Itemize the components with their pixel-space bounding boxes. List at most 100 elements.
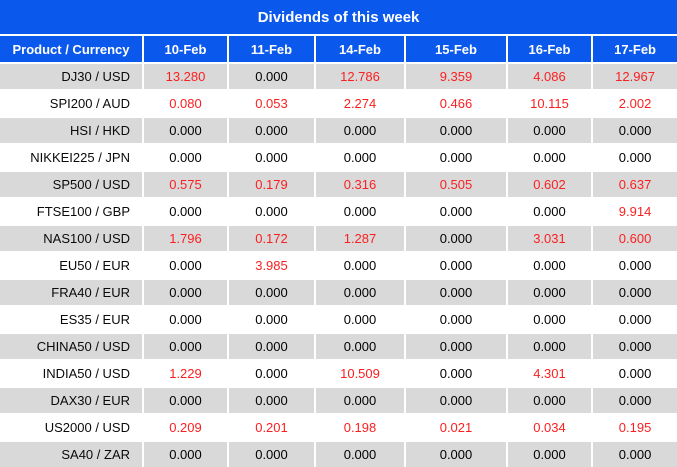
dividend-value-cell: 0.000 (144, 145, 227, 170)
dividend-value-cell: 0.000 (229, 442, 314, 467)
table-row: SA40 / ZAR 0.000 0.000 0.000 0.000 0.000 0.000 (0, 442, 677, 467)
table-row: SPI200 / AUD 0.080 0.053 2.274 0.466 10.115 2.… (0, 91, 677, 116)
table-row: HSI / HKD 0.000 0.000 0.000 0.000 0.000 0.000 (0, 118, 677, 143)
dividend-value-cell: 0.000 (316, 307, 404, 332)
column-header-15-feb: 15-Feb (406, 36, 506, 62)
header-row: Product / Currency 10-Feb 11-Feb 14-Feb … (0, 36, 677, 62)
dividend-value-cell: 0.198 (316, 415, 404, 440)
product-cell: SP500 / USD (0, 172, 142, 197)
dividend-value-cell: 3.985 (229, 253, 314, 278)
dividend-value-cell: 0.172 (229, 226, 314, 251)
table-body: DJ30 / USD 13.280 0.000 12.786 9.359 4.086 12.… (0, 64, 677, 467)
dividend-value-cell: 0.000 (593, 145, 677, 170)
dividend-value-cell: 0.201 (229, 415, 314, 440)
dividend-value-cell: 0.000 (508, 199, 591, 224)
dividend-value-cell: 0.000 (406, 253, 506, 278)
table-row: INDIA50 / USD 1.229 0.000 10.509 0.000 4.301 0… (0, 361, 677, 386)
dividend-value-cell: 0.000 (406, 442, 506, 467)
table-row: ES35 / EUR 0.000 0.000 0.000 0.000 0.000 0.000 (0, 307, 677, 332)
dividend-value-cell: 0.000 (229, 64, 314, 89)
dividend-value-cell: 1.287 (316, 226, 404, 251)
dividend-value-cell: 1.229 (144, 361, 227, 386)
product-cell: FRA40 / EUR (0, 280, 142, 305)
dividend-value-cell: 4.086 (508, 64, 591, 89)
dividend-value-cell: 0.000 (229, 199, 314, 224)
dividend-value-cell: 0.505 (406, 172, 506, 197)
dividend-value-cell: 0.000 (593, 280, 677, 305)
dividend-value-cell: 0.179 (229, 172, 314, 197)
dividend-value-cell: 0.000 (144, 388, 227, 413)
table-row: CHINA50 / USD 0.000 0.000 0.000 0.000 0.000 0.… (0, 334, 677, 359)
dividend-value-cell: 0.000 (316, 442, 404, 467)
dividend-value-cell: 0.000 (316, 334, 404, 359)
dividend-value-cell: 0.575 (144, 172, 227, 197)
dividend-value-cell: 0.000 (406, 361, 506, 386)
dividend-value-cell: 0.000 (229, 334, 314, 359)
product-cell: SPI200 / AUD (0, 91, 142, 116)
dividend-value-cell: 0.000 (406, 145, 506, 170)
dividend-value-cell: 0.000 (508, 442, 591, 467)
dividend-value-cell: 9.914 (593, 199, 677, 224)
dividend-value-cell: 0.000 (316, 199, 404, 224)
table-row: EU50 / EUR 0.000 3.985 0.000 0.000 0.000 0.000 (0, 253, 677, 278)
column-header-11-feb: 11-Feb (229, 36, 314, 62)
column-header-17-feb: 17-Feb (593, 36, 677, 62)
dividend-value-cell: 0.000 (508, 118, 591, 143)
dividend-value-cell: 0.000 (406, 334, 506, 359)
dividend-value-cell: 12.786 (316, 64, 404, 89)
dividend-value-cell: 0.000 (316, 253, 404, 278)
column-header-10-feb: 10-Feb (144, 36, 227, 62)
dividend-value-cell: 0.034 (508, 415, 591, 440)
dividend-value-cell: 0.000 (593, 307, 677, 332)
dividend-value-cell: 0.000 (229, 307, 314, 332)
dividend-value-cell: 0.000 (316, 280, 404, 305)
table-row: DAX30 / EUR 0.000 0.000 0.000 0.000 0.000 0.00… (0, 388, 677, 413)
dividend-value-cell: 0.000 (406, 199, 506, 224)
dividend-value-cell: 0.000 (593, 388, 677, 413)
dividend-value-cell: 0.021 (406, 415, 506, 440)
title-row: Dividends of this week (0, 0, 677, 34)
dividend-value-cell: 0.000 (144, 280, 227, 305)
product-cell: EU50 / EUR (0, 253, 142, 278)
dividend-value-cell: 0.000 (144, 253, 227, 278)
product-cell: NIKKEI225 / JPN (0, 145, 142, 170)
dividend-value-cell: 12.967 (593, 64, 677, 89)
column-header-product-currency: Product / Currency (0, 36, 142, 62)
dividend-value-cell: 0.000 (593, 118, 677, 143)
table-row: DJ30 / USD 13.280 0.000 12.786 9.359 4.086 12.… (0, 64, 677, 89)
column-header-16-feb: 16-Feb (508, 36, 591, 62)
dividend-value-cell: 0.316 (316, 172, 404, 197)
dividend-value-cell: 0.000 (593, 361, 677, 386)
table-row: US2000 / USD 0.209 0.201 0.198 0.021 0.034 0.1… (0, 415, 677, 440)
dividend-value-cell: 0.000 (406, 280, 506, 305)
dividend-value-cell: 0.000 (144, 307, 227, 332)
dividend-value-cell: 0.053 (229, 91, 314, 116)
dividend-value-cell: 10.115 (508, 91, 591, 116)
product-cell: NAS100 / USD (0, 226, 142, 251)
column-header-14-feb: 14-Feb (316, 36, 404, 62)
dividend-value-cell: 0.000 (144, 442, 227, 467)
dividend-value-cell: 0.000 (406, 226, 506, 251)
dividend-value-cell: 0.209 (144, 415, 227, 440)
dividend-value-cell: 0.080 (144, 91, 227, 116)
dividend-value-cell: 0.195 (593, 415, 677, 440)
dividend-value-cell: 0.000 (144, 199, 227, 224)
product-cell: US2000 / USD (0, 415, 142, 440)
dividend-value-cell: 0.602 (508, 172, 591, 197)
dividend-value-cell: 10.509 (316, 361, 404, 386)
dividend-value-cell: 2.002 (593, 91, 677, 116)
dividend-value-cell: 0.000 (406, 388, 506, 413)
dividend-value-cell: 0.000 (508, 307, 591, 332)
table-row: FTSE100 / GBP 0.000 0.000 0.000 0.000 0.000 9.… (0, 199, 677, 224)
dividend-value-cell: 0.000 (229, 388, 314, 413)
dividend-value-cell: 0.466 (406, 91, 506, 116)
product-cell: SA40 / ZAR (0, 442, 142, 467)
dividend-value-cell: 0.000 (508, 253, 591, 278)
product-cell: DJ30 / USD (0, 64, 142, 89)
dividend-value-cell: 0.000 (508, 388, 591, 413)
table-row: FRA40 / EUR 0.000 0.000 0.000 0.000 0.000 0.00… (0, 280, 677, 305)
product-cell: HSI / HKD (0, 118, 142, 143)
dividend-value-cell: 2.274 (316, 91, 404, 116)
product-cell: INDIA50 / USD (0, 361, 142, 386)
